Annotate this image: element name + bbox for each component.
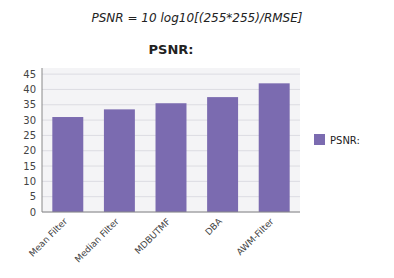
x-tick-label: AWM-Filter — [235, 216, 276, 257]
y-tick-label: 25 — [23, 130, 36, 141]
legend-label: PSNR: — [330, 135, 360, 146]
bar — [207, 97, 238, 212]
bar — [52, 117, 83, 212]
bar — [259, 83, 290, 212]
x-tick-label: DBA — [203, 216, 224, 237]
bar — [156, 103, 187, 212]
legend-swatch — [314, 134, 325, 145]
legend: PSNR: — [314, 134, 360, 146]
annotation: PSNR = 10 log10[(255*255)/RMSE] — [92, 11, 303, 25]
y-tick-label: 0 — [30, 207, 36, 218]
x-tick-label: MDBUTMF — [133, 216, 173, 256]
chart-container: PSNR = 10 log10[(255*255)/RMSE] PSNR: 0 5 10… — [0, 0, 394, 278]
y-tick-label: 15 — [23, 161, 36, 172]
grid-line — [42, 74, 300, 75]
x-axis-line — [42, 212, 300, 213]
y-tick-label: 10 — [23, 176, 36, 187]
y-tick-label: 40 — [23, 84, 36, 95]
y-tick-label: 45 — [23, 69, 36, 80]
x-tick-label: Median Filter — [73, 216, 121, 264]
plot-background — [42, 68, 300, 212]
chart-title: PSNR: — [149, 42, 194, 57]
y-tick-label: 30 — [23, 115, 36, 126]
y-tick-label: 5 — [30, 191, 36, 202]
y-axis-line — [42, 68, 43, 212]
bars — [52, 83, 289, 212]
chart-svg: PSNR = 10 log10[(255*255)/RMSE] PSNR: 0 5 10… — [0, 0, 394, 278]
grid-line — [42, 212, 300, 213]
x-tick-label: Mean Filter — [27, 216, 69, 258]
bar — [104, 109, 135, 212]
y-tick-label: 35 — [23, 99, 36, 110]
y-tick-label: 20 — [23, 145, 36, 156]
